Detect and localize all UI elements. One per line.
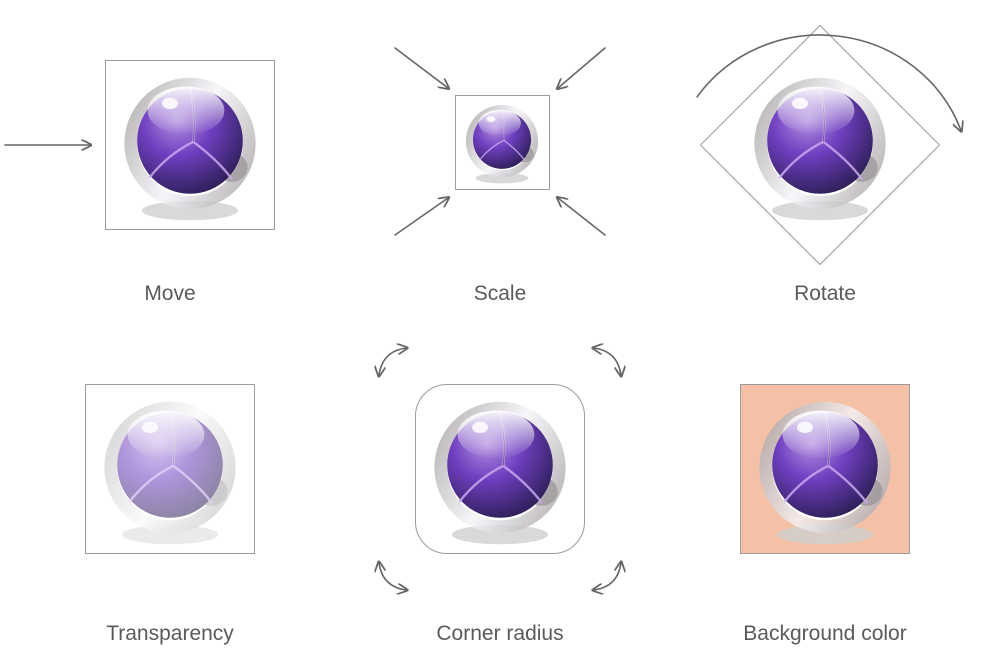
illustration-corner_radius xyxy=(340,370,660,590)
rotate-frame xyxy=(700,25,940,265)
cell-move: Move xyxy=(10,30,330,306)
scale-frame xyxy=(455,95,550,190)
background_color-frame xyxy=(740,384,910,554)
illustration-move xyxy=(10,30,330,250)
transparency-label: Transparency xyxy=(10,622,330,646)
illustration-scale xyxy=(340,30,660,250)
cell-transparency: Transparency xyxy=(10,370,330,646)
cell-scale: Scale xyxy=(340,30,660,306)
cell-corner_radius: Corner radius xyxy=(340,370,660,646)
corner_radius-label: Corner radius xyxy=(340,622,660,646)
scale-label: Scale xyxy=(340,282,660,306)
cell-rotate: Rotate xyxy=(665,30,983,306)
illustration-rotate xyxy=(665,30,983,250)
rotate-label: Rotate xyxy=(665,282,983,306)
infographic-root: Move ScaleRotate Transparency Corner radius… xyxy=(0,0,983,665)
move-label: Move xyxy=(10,282,330,306)
corner_radius-frame xyxy=(415,384,585,554)
move-frame xyxy=(105,60,275,230)
background_color-label: Background color xyxy=(665,622,983,646)
illustration-transparency xyxy=(10,370,330,590)
transparency-frame xyxy=(85,384,255,554)
cell-background_color: Background color xyxy=(665,370,983,646)
illustration-background_color xyxy=(665,370,983,590)
